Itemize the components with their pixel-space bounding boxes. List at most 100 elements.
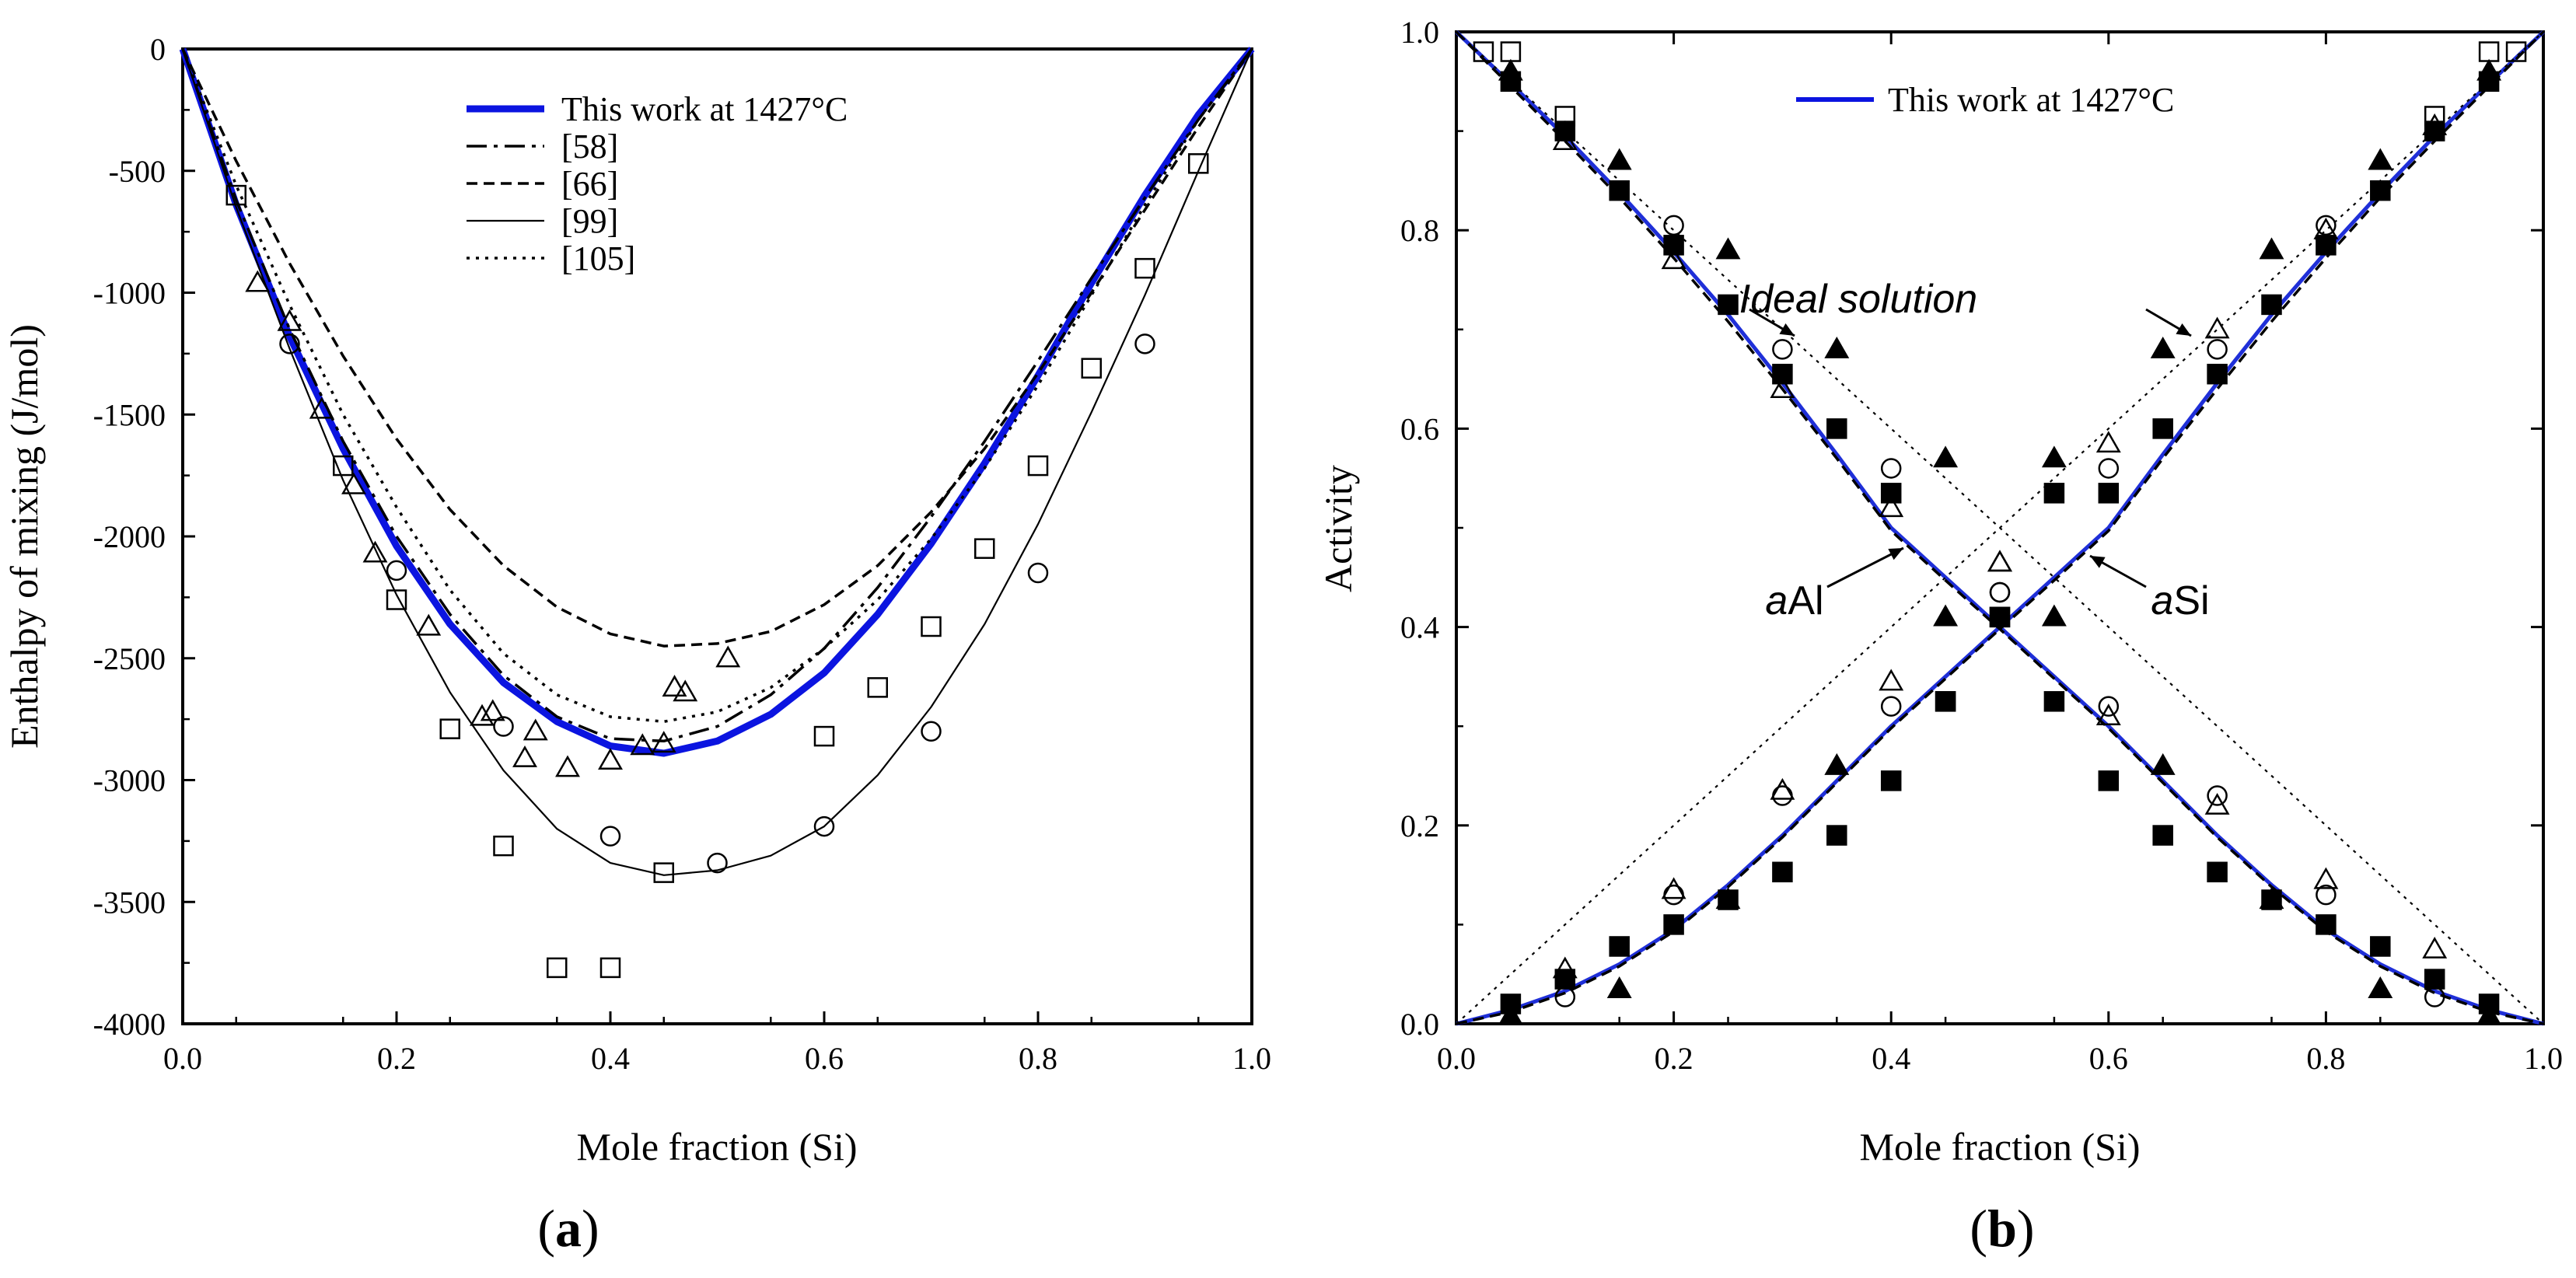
square-marker [1663, 235, 1684, 256]
square-marker [2424, 120, 2445, 141]
x-tick-label: 0.8 [2306, 1041, 2345, 1076]
y-tick-label: -500 [109, 154, 166, 189]
triangle-marker [1715, 237, 1741, 260]
legend-label: This work at 1427°C [561, 90, 848, 128]
square-marker [333, 455, 354, 477]
circle-marker [1880, 458, 1902, 479]
triangle-marker [1606, 148, 1632, 170]
square-marker [1826, 825, 1847, 846]
triangle-marker [1933, 604, 1959, 627]
panel-a-curves [179, 47, 1255, 876]
panel-b-ticks: 0.0 0.2 0.4 0.6 0.8 1.0 0.0 0.2 0.4 0.6 0.8 1.0 [1400, 15, 2563, 1076]
square-marker [1826, 418, 1847, 439]
panel-a: 0.0 0.2 0.4 0.6 0.8 1.0 0 -500 -1000 -1500 -2000 -2… [2, 32, 1271, 1258]
triangle-marker [470, 704, 495, 726]
circle-marker [2207, 339, 2228, 360]
ideal-arrow-left-head [1779, 323, 1795, 336]
aAl-label: aAl [1765, 578, 1823, 623]
y-tick-label: -3000 [93, 763, 166, 798]
x-tick-label: 0.0 [1437, 1041, 1476, 1076]
square-marker [1772, 363, 1793, 385]
triangle-marker [1933, 445, 1959, 468]
triangle-marker [2422, 936, 2448, 958]
square-marker [1609, 936, 1630, 957]
circle-marker [707, 852, 728, 874]
triangle-marker [2204, 316, 2230, 339]
circle-marker [2098, 696, 2120, 717]
square-marker [1500, 41, 1522, 62]
triangle-marker [362, 540, 388, 563]
square-marker [1554, 969, 1576, 990]
aSi-arrow-head [2090, 556, 2106, 568]
circle-marker [386, 560, 407, 581]
square-marker [2316, 914, 2337, 935]
triangle-marker [1879, 669, 1904, 691]
circle-marker [2316, 215, 2337, 236]
panel-a-ticks: 0.0 0.2 0.4 0.6 0.8 1.0 0 -500 -1000 -1500 -2000 -2… [93, 32, 1271, 1076]
square-marker [386, 589, 407, 610]
triangle-marker [2368, 976, 2393, 998]
circle-marker [921, 721, 942, 742]
panel-a-points [225, 153, 1209, 979]
panel-a-letter: a [555, 1199, 582, 1258]
square-marker [547, 957, 568, 979]
y-tick-label: 0 [150, 32, 166, 67]
panel-b: 0.0 0.2 0.4 0.6 0.8 1.0 0.0 0.2 0.4 0.6 0.8 1.0 Thi… [1316, 15, 2563, 1258]
panel-b-points [1473, 41, 2527, 1025]
square-marker [1772, 861, 1793, 883]
triangle-marker [341, 472, 366, 494]
series-line [181, 48, 1253, 648]
triangle-marker [2204, 792, 2230, 815]
triangle-marker [277, 309, 302, 331]
triangle-marker [715, 645, 741, 668]
series-line [1456, 30, 2545, 1025]
triangle-marker [2095, 704, 2121, 726]
x-tick-label: 0.4 [591, 1041, 630, 1076]
aAl-arrow-head [1888, 548, 1903, 560]
y-tick-label: -1500 [93, 397, 166, 432]
circle-marker [1134, 333, 1155, 354]
y-tick-label: 0.0 [1400, 1007, 1439, 1042]
square-marker [2207, 363, 2228, 385]
x-tick-label: 0.0 [163, 1041, 202, 1076]
y-tick-label: -2000 [93, 519, 166, 554]
triangle-marker [2259, 237, 2284, 260]
square-marker [921, 616, 942, 637]
circle-marker [1027, 562, 1049, 584]
triangle-marker [1987, 550, 2012, 572]
legend-label: [58] [561, 127, 618, 166]
x-tick-label: 0.2 [1655, 1041, 1693, 1076]
circle-marker [2207, 785, 2228, 806]
legend-label: [66] [561, 165, 618, 203]
square-marker [1880, 770, 1902, 791]
square-marker [439, 718, 460, 739]
panel-a-legend: This work at 1427°C[58][66][99][105] [467, 90, 848, 278]
triangle-marker [416, 613, 442, 636]
triangle-marker [1879, 495, 1904, 518]
triangle-marker [1498, 58, 1523, 81]
circle-marker [1772, 785, 1793, 806]
triangle-marker [1824, 752, 1850, 775]
triangle-marker [1661, 247, 1686, 270]
square-marker [813, 725, 835, 747]
y-tick-label: -2500 [93, 641, 166, 676]
triangle-marker [2259, 887, 2284, 910]
aAl-arrow [1826, 546, 1904, 588]
circle-marker [599, 826, 621, 847]
triangle-marker [673, 679, 698, 702]
series-line [179, 47, 1255, 757]
square-marker [2424, 969, 2445, 990]
series-line [181, 47, 1253, 724]
triangle-marker [2150, 337, 2176, 358]
y-tick-label: -4000 [93, 1007, 166, 1042]
legend-label: This work at 1427°C [1888, 81, 2174, 119]
square-marker [2207, 861, 2228, 883]
circle-marker [279, 333, 300, 354]
square-marker [1134, 257, 1155, 279]
square-marker [1718, 294, 1739, 316]
square-marker [2098, 483, 2120, 504]
y-tick-label: 1.0 [1400, 15, 1439, 50]
x-tick-label: 0.6 [2089, 1041, 2128, 1076]
square-marker [974, 538, 995, 559]
panel-b-xlabel: Mole fraction (Si) [1859, 1125, 2140, 1168]
